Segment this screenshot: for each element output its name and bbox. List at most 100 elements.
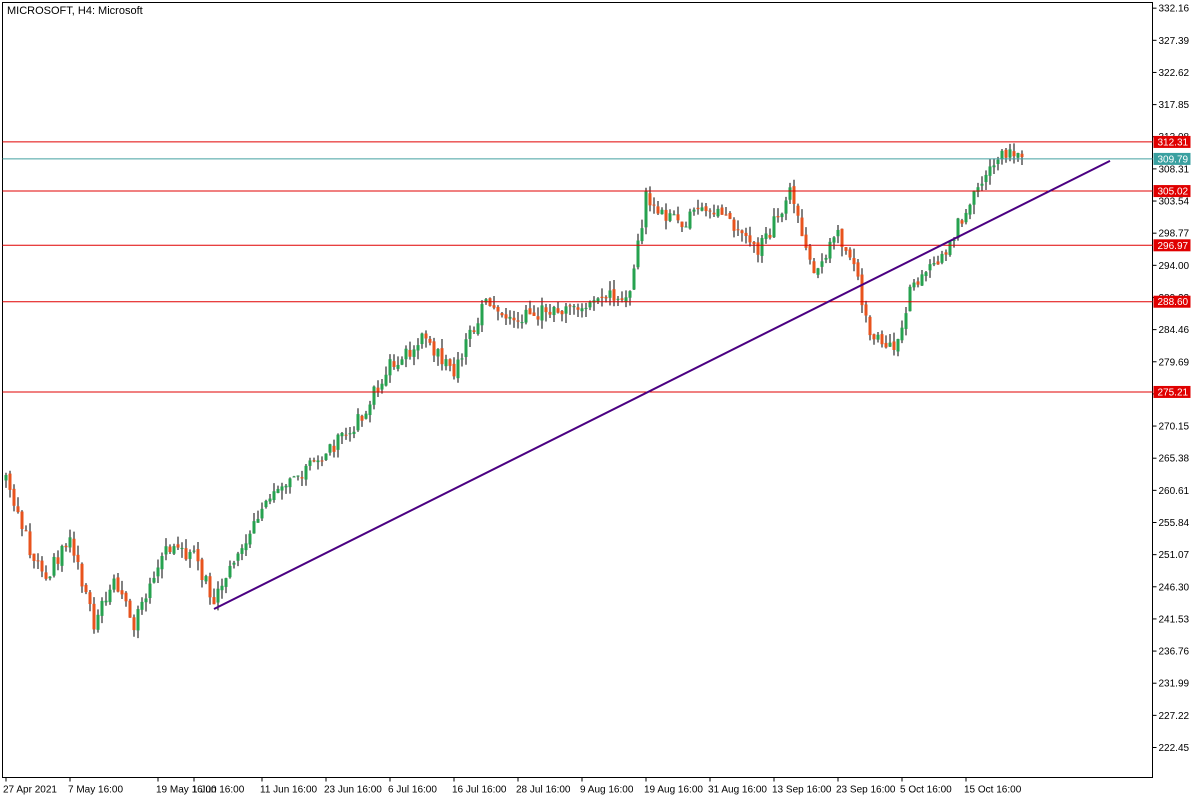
candle-body xyxy=(900,327,904,341)
candle xyxy=(696,199,700,215)
candle-body xyxy=(792,186,796,204)
candle xyxy=(652,197,656,214)
candle xyxy=(380,379,384,394)
candle xyxy=(768,228,772,240)
x-tick-label: 5 Oct 16:00 xyxy=(900,785,952,796)
candle xyxy=(396,356,400,372)
candle-body xyxy=(52,556,56,576)
level-badge xyxy=(1153,385,1191,398)
candle xyxy=(156,559,160,584)
y-tick-label: 260.61 xyxy=(1159,486,1190,497)
x-axis: 27 Apr 2021 7 May 16:00 19 May 16:001 Jun … xyxy=(3,777,1022,796)
candle-body xyxy=(496,307,500,312)
candle-body xyxy=(80,563,84,587)
candle-body xyxy=(268,498,272,502)
candle xyxy=(620,291,624,303)
candle-body xyxy=(16,506,20,513)
candle-body xyxy=(664,209,668,221)
candle-body xyxy=(628,291,632,298)
candle-body xyxy=(152,577,156,583)
x-tick-label: 31 Aug 16:00 xyxy=(708,785,767,796)
candle xyxy=(548,303,552,319)
candle xyxy=(440,339,444,371)
candle-body xyxy=(996,159,1000,165)
candle-body xyxy=(992,165,996,168)
candle xyxy=(636,233,640,270)
candle-body xyxy=(196,549,200,562)
candle-body xyxy=(424,333,428,339)
candle-body xyxy=(540,305,544,321)
candle-body xyxy=(1020,153,1024,158)
candle xyxy=(172,543,176,556)
candle-body xyxy=(816,268,820,275)
candle xyxy=(100,597,104,624)
candle xyxy=(40,556,44,578)
candle xyxy=(844,247,848,255)
candle xyxy=(976,182,980,198)
candle xyxy=(28,523,32,559)
candles-group xyxy=(4,143,1024,639)
candle xyxy=(752,241,756,253)
candle xyxy=(24,525,28,532)
candle-body xyxy=(520,322,524,324)
candle-body xyxy=(244,543,248,551)
candle-body xyxy=(256,518,260,523)
candle xyxy=(740,229,744,242)
candle xyxy=(892,332,896,356)
candle-body xyxy=(48,576,52,579)
candle xyxy=(204,574,208,585)
y-tick-label: 246.30 xyxy=(1159,582,1190,593)
candle-body xyxy=(768,235,772,238)
candle xyxy=(864,300,868,323)
candle-body xyxy=(652,204,656,206)
candle xyxy=(540,297,544,329)
x-tick-label: 19 May 16:00 xyxy=(156,785,217,796)
candle-body xyxy=(248,533,252,545)
candle xyxy=(700,202,704,212)
candle-body xyxy=(460,358,464,360)
candle-body xyxy=(976,187,980,192)
candle-body xyxy=(880,334,884,345)
candle xyxy=(592,296,596,311)
candle xyxy=(1016,152,1020,162)
candle xyxy=(284,483,288,494)
x-tick-label: 19 Aug 16:00 xyxy=(644,785,703,796)
candle xyxy=(96,609,100,633)
candle-body xyxy=(972,191,976,205)
candle xyxy=(888,333,892,348)
candle-body xyxy=(716,208,720,217)
candle xyxy=(4,472,8,488)
level-badge-label: 296.97 xyxy=(1158,241,1189,252)
candle-body xyxy=(728,213,732,219)
y-tick-label: 241.53 xyxy=(1159,614,1190,625)
candle-body xyxy=(56,557,60,564)
candle xyxy=(804,227,808,251)
candle xyxy=(32,553,36,569)
candle-body xyxy=(828,241,832,259)
candle xyxy=(876,331,880,343)
candle xyxy=(176,536,180,551)
candle-body xyxy=(276,488,280,493)
candle-body xyxy=(676,214,680,221)
candle xyxy=(872,333,876,345)
candle xyxy=(104,591,108,606)
candle-body xyxy=(144,598,148,603)
candle xyxy=(688,208,692,230)
candle-body xyxy=(416,345,420,351)
candle-body xyxy=(964,212,968,223)
candle xyxy=(452,357,456,380)
candle-body xyxy=(436,349,440,357)
candle-body xyxy=(556,308,560,313)
candle-body xyxy=(888,342,892,347)
candle xyxy=(64,543,68,552)
candle-body xyxy=(68,537,72,548)
candle xyxy=(392,354,396,370)
candle-body xyxy=(924,272,928,277)
candle-body xyxy=(324,453,328,460)
level-badge-label: 312.31 xyxy=(1158,137,1189,148)
candle-body xyxy=(572,306,576,308)
candle xyxy=(616,296,620,307)
candle-body xyxy=(412,349,416,357)
candle xyxy=(656,201,660,215)
